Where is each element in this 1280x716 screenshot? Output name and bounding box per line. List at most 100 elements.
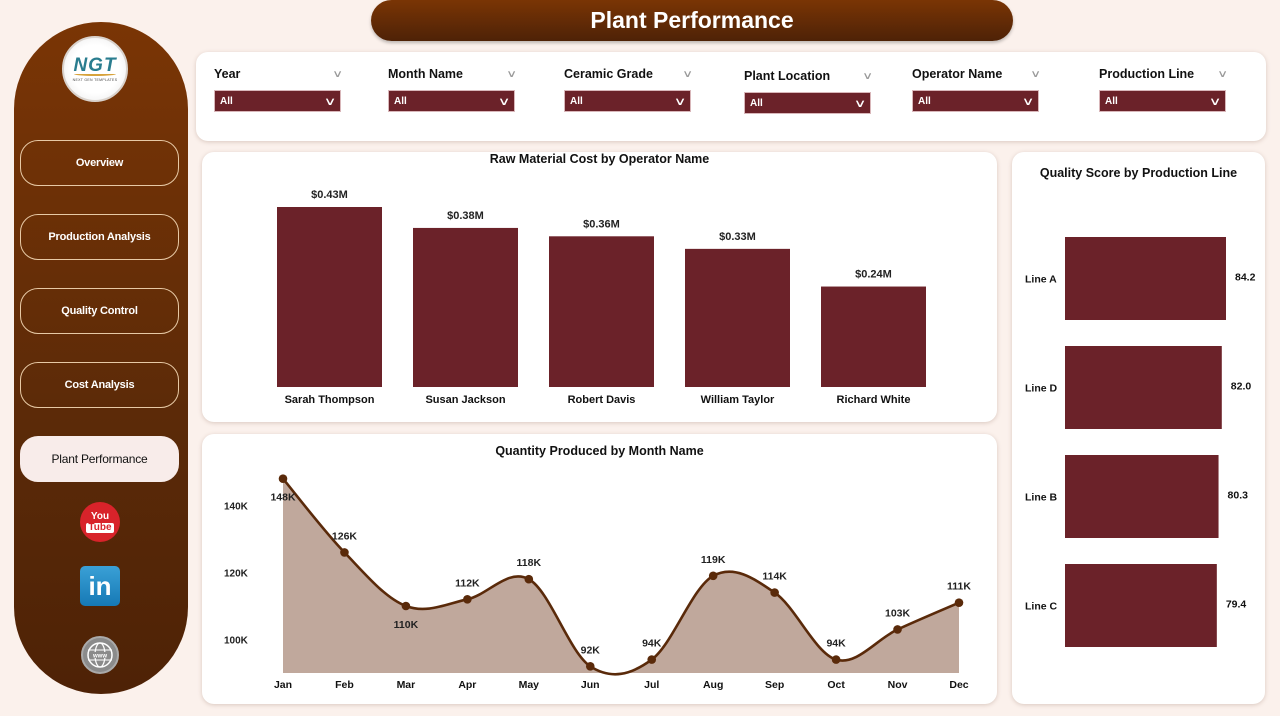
quality-score-card: Quality Score by Production Line Line A 8…: [1012, 152, 1265, 704]
cost-bar: [821, 286, 926, 387]
month-dropdown[interactable]: All ∨: [388, 90, 515, 112]
sidebar: NGT NEXT GEN TEMPLATES Overview Producti…: [14, 22, 188, 694]
point-data-label: 111K: [947, 581, 971, 593]
data-point: [463, 595, 472, 604]
nav-overview[interactable]: Overview: [20, 140, 179, 186]
filter-ceramic-grade: Ceramic Grade ∨ All ∨: [564, 66, 694, 112]
cost-bar: [413, 227, 518, 387]
data-point: [401, 601, 411, 611]
filter-year: Year ∨ All ∨: [214, 66, 344, 112]
data-point: [831, 655, 841, 664]
quantity-produced-card: Quantity Produced by Month Name 100K 120K…: [202, 434, 997, 704]
quality-bar: [1065, 237, 1226, 320]
x-tick-label: Nov: [888, 679, 908, 691]
production-line-dropdown[interactable]: All ∨: [1099, 90, 1226, 112]
x-tick-label: Aug: [703, 679, 723, 691]
point-data-label: 112K: [455, 577, 480, 589]
x-tick-label: Mar: [397, 679, 416, 691]
bar-category-label: Susan Jackson: [425, 394, 505, 406]
nav-label: Overview: [75, 157, 124, 169]
data-point: [278, 474, 288, 483]
dropdown-value: All: [918, 95, 931, 107]
chevron-down-icon[interactable]: ∨: [1216, 68, 1228, 80]
year-dropdown[interactable]: All ∨: [214, 90, 341, 112]
chart-title: Quantity Produced by Month Name: [495, 444, 704, 458]
x-tick-label: Feb: [335, 679, 354, 691]
chevron-down-icon[interactable]: ∨: [681, 68, 693, 80]
point-data-label: 119K: [701, 554, 726, 566]
cost-bar: [277, 207, 382, 387]
cost-bar: [685, 248, 790, 387]
point-data-label: 110K: [394, 619, 419, 631]
nav-quality-control[interactable]: Quality Control: [20, 288, 179, 334]
dropdown-value: All: [394, 95, 407, 107]
dropdown-value: All: [570, 95, 583, 107]
chevron-down-icon: ∨: [673, 95, 687, 108]
filter-label: Month Name: [388, 67, 463, 81]
line-category-label: Line A: [1025, 274, 1057, 286]
plant-location-dropdown[interactable]: All ∨: [744, 92, 871, 114]
nav-production-analysis[interactable]: Production Analysis: [20, 214, 179, 260]
x-tick-label: Jul: [644, 679, 659, 691]
ngt-logo[interactable]: NGT NEXT GEN TEMPLATES: [62, 36, 128, 102]
line-category-label: Line C: [1025, 601, 1058, 613]
nav-plant-performance[interactable]: Plant Performance: [20, 436, 179, 482]
youtube-tube: Tube: [86, 521, 114, 533]
point-data-label: 114K: [762, 571, 787, 583]
nav-label: Quality Control: [61, 305, 138, 317]
point-data-label: 92K: [581, 644, 601, 656]
chevron-down-icon[interactable]: ∨: [861, 70, 873, 82]
filter-label: Plant Location: [744, 69, 831, 83]
operator-dropdown[interactable]: All ∨: [912, 90, 1039, 112]
chevron-down-icon: ∨: [1021, 95, 1035, 108]
logo-text: NGT: [73, 54, 117, 76]
point-data-label: 94K: [826, 638, 846, 650]
chevron-down-icon[interactable]: ∨: [505, 68, 517, 80]
y-tick-label: 100K: [224, 636, 249, 647]
data-point: [770, 588, 779, 597]
x-tick-label: May: [519, 679, 540, 691]
linkedin-label: in: [88, 570, 112, 601]
data-point: [647, 655, 657, 664]
filter-label: Production Line: [1099, 67, 1195, 81]
www-label: www: [92, 654, 107, 660]
x-tick-label: Apr: [458, 679, 476, 691]
filter-label: Ceramic Grade: [564, 67, 653, 81]
bar-data-label: $0.24M: [855, 269, 892, 281]
chevron-down-icon[interactable]: ∨: [331, 68, 343, 80]
data-point: [585, 662, 595, 671]
data-point: [954, 598, 964, 607]
quality-data-label: 80.3: [1228, 490, 1249, 502]
data-point: [340, 548, 349, 557]
nav-label: Production Analysis: [48, 231, 151, 243]
line-category-label: Line D: [1025, 383, 1058, 395]
youtube-icon[interactable]: You Tube: [80, 502, 120, 542]
point-data-label: 103K: [885, 607, 911, 619]
quality-data-label: 79.4: [1226, 599, 1247, 611]
dropdown-value: All: [220, 95, 233, 107]
filter-label: Operator Name: [912, 67, 1003, 81]
filter-plant-location: Plant Location ∨ All ∨: [744, 68, 874, 114]
globe-icon: www: [87, 642, 113, 668]
x-tick-label: Oct: [827, 679, 845, 691]
dropdown-value: All: [1105, 95, 1118, 107]
bar-data-label: $0.36M: [583, 218, 620, 230]
nav-cost-analysis[interactable]: Cost Analysis: [20, 362, 179, 408]
filter-panel: Year ∨ All ∨ Month Name ∨ All ∨ Ceramic Grad…: [196, 52, 1266, 141]
x-tick-label: Jan: [274, 679, 292, 691]
data-point: [893, 625, 902, 634]
website-icon[interactable]: www: [81, 636, 119, 674]
chevron-down-icon: ∨: [497, 95, 511, 108]
quantity-produced-chart: 100K 120K 140K 148K Jan 126K Feb 110K Mar 112K Apr…: [224, 474, 971, 691]
quality-data-label: 82.0: [1231, 381, 1252, 393]
linkedin-icon[interactable]: in: [80, 566, 120, 606]
ceramic-grade-dropdown[interactable]: All ∨: [564, 90, 691, 112]
chevron-down-icon: ∨: [1208, 95, 1222, 108]
chart-title: Quality Score by Production Line: [1039, 166, 1238, 180]
raw-material-cost-card: Raw Material Cost by Operator Name $0.43…: [202, 152, 997, 422]
y-tick-label: 120K: [224, 569, 249, 580]
chevron-down-icon[interactable]: ∨: [1029, 68, 1041, 80]
cost-bar: [549, 236, 654, 387]
y-tick-label: 140K: [224, 502, 249, 513]
x-tick-label: Sep: [765, 679, 784, 691]
